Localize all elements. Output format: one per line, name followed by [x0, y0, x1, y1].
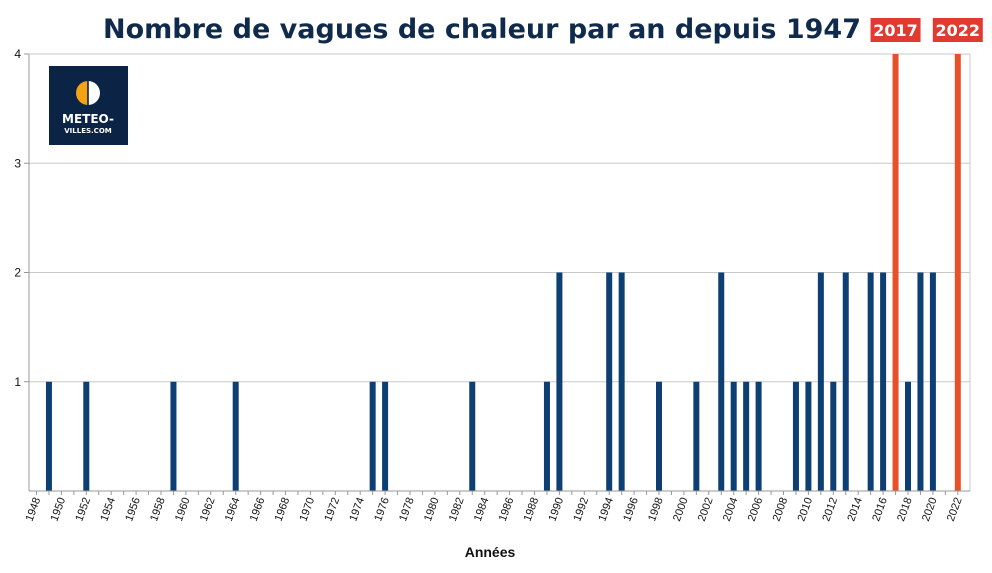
y-tick-label: 2	[14, 266, 21, 280]
x-tick-label: 1960	[173, 496, 193, 523]
x-tick-label: 2002	[696, 496, 716, 523]
x-tick-label: 2000	[671, 496, 691, 523]
x-tick-label: 1958	[148, 496, 168, 523]
x-tick-label: 1996	[621, 496, 641, 523]
x-tick-label: 1970	[298, 496, 318, 523]
y-tick-label: 3	[14, 156, 21, 170]
bar-2012	[830, 381, 837, 491]
x-tick-label: 1950	[49, 496, 69, 523]
chart-title: Nombre de vagues de chaleur par an depui…	[103, 14, 861, 45]
bar-1983	[469, 381, 476, 491]
bar-2011	[817, 272, 824, 491]
bar-1964	[232, 381, 239, 491]
x-tick-label: 1998	[646, 496, 666, 523]
bar-2020	[929, 272, 936, 491]
x-tick-label: 1980	[422, 496, 442, 523]
annotation-box-2017	[870, 18, 921, 42]
x-tick-label: 1988	[522, 496, 542, 523]
x-tick-label: 1994	[596, 496, 616, 523]
x-axis-title: Années	[465, 544, 516, 560]
x-tick-labels: 1948 1950 1952 1954 1956 1958 1960 1962 1964 1966…	[24, 491, 965, 523]
x-tick-label: 1972	[322, 496, 342, 523]
bar-1975	[369, 381, 376, 491]
grid-layer	[29, 53, 971, 491]
x-tick-label: 1990	[547, 496, 567, 523]
bar-1995	[618, 272, 625, 491]
x-tick-label: 1948	[24, 496, 44, 523]
y-tick-label: 4	[14, 47, 21, 61]
logo-line2: VILLES.COM	[64, 127, 112, 135]
bar-1990	[556, 272, 563, 491]
bar-1994	[606, 272, 613, 491]
bar-2003	[718, 272, 725, 491]
x-tick-label: 2004	[721, 496, 741, 523]
bars-layer	[45, 54, 961, 491]
logo-line1: METEO-	[62, 112, 114, 126]
x-tick-label: 1986	[497, 496, 517, 523]
axis-layer: 1 2 3 4	[14, 47, 970, 492]
x-tick-label: 1962	[198, 496, 218, 523]
x-tick-label: 1964	[223, 496, 243, 523]
bar-2013	[842, 272, 849, 491]
x-tick-label: 1952	[73, 496, 93, 523]
bar-1976	[382, 381, 389, 491]
x-tick-label: 2006	[746, 496, 766, 523]
bar-2004	[730, 381, 737, 491]
x-tick-label: 1968	[273, 496, 293, 523]
bar-1952	[83, 381, 90, 491]
bar-2019	[917, 272, 924, 491]
bar-2006	[755, 381, 762, 491]
annotations: 2017 2022	[870, 18, 983, 42]
bar-1949	[45, 381, 52, 491]
x-tick-label: 2008	[771, 496, 791, 523]
bar-2010	[805, 381, 812, 491]
x-tick-label: 1974	[347, 496, 367, 523]
bar-2017	[892, 54, 899, 491]
bar-2018	[905, 381, 911, 491]
x-tick-label: 2018	[895, 496, 915, 523]
meteo-villes-logo: METEO- VILLES.COM	[49, 66, 128, 145]
annotation-label-2022: 2022	[936, 21, 981, 40]
x-tick-label: 1976	[372, 496, 392, 523]
x-tick-label: 1956	[123, 496, 143, 523]
x-tick-label: 2012	[820, 496, 840, 523]
x-tick-label: 1992	[571, 496, 591, 523]
x-tick-label: 2020	[920, 496, 940, 523]
bar-1989	[543, 381, 550, 491]
bar-2001	[693, 381, 700, 491]
x-tick-label: 1978	[397, 496, 417, 523]
x-tick-label: 1966	[248, 496, 268, 523]
x-tick-label: 2016	[870, 496, 890, 523]
bar-2015	[867, 272, 874, 491]
bar-2005	[743, 381, 750, 491]
sun-moon-icon	[76, 80, 100, 106]
annotation-label-2017: 2017	[873, 21, 918, 40]
bar-2022	[954, 54, 961, 491]
bar-1998	[656, 381, 662, 491]
annotation-box-2022	[932, 18, 983, 42]
bar-2009	[792, 381, 799, 491]
x-tick-label: 2010	[796, 496, 816, 523]
x-tick-label: 1984	[472, 496, 492, 523]
x-tick-label: 1954	[98, 496, 118, 523]
x-tick-label: 2022	[945, 496, 965, 523]
x-tick-label: 1982	[447, 496, 467, 523]
bar-2016	[880, 272, 887, 491]
bar-1959	[170, 381, 177, 491]
y-tick-label: 1	[14, 375, 21, 389]
x-tick-label: 2014	[845, 496, 865, 523]
